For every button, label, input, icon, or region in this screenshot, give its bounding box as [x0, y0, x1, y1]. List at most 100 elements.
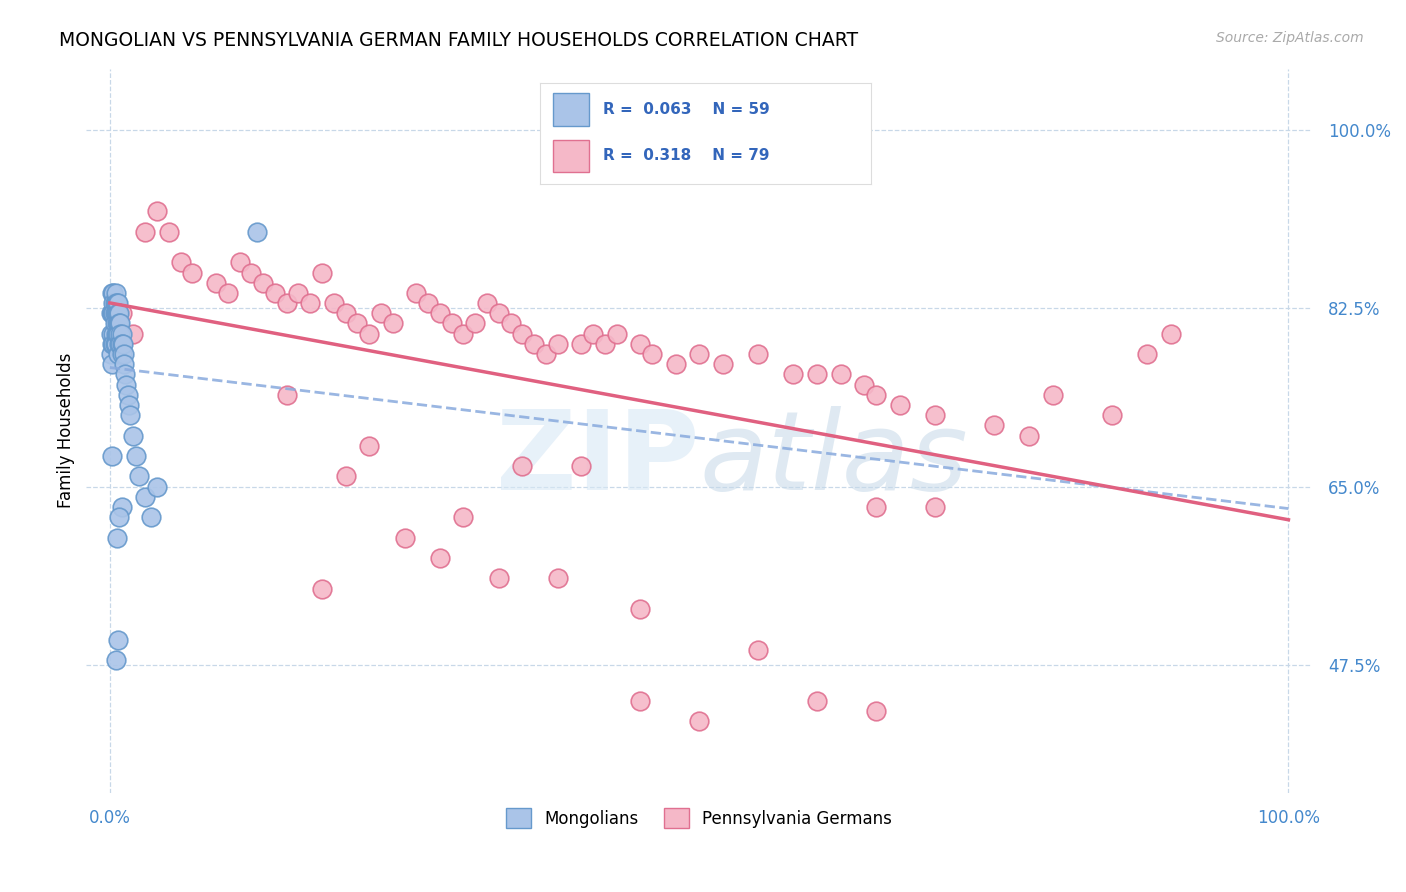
- Point: [488, 306, 510, 320]
- Point: [865, 704, 887, 718]
- Point: [499, 317, 522, 331]
- Point: [394, 531, 416, 545]
- Point: [606, 326, 628, 341]
- Point: [107, 306, 129, 320]
- Point: [111, 337, 134, 351]
- Point: [853, 377, 876, 392]
- Point: [103, 306, 125, 320]
- Point: [405, 285, 427, 300]
- Point: [453, 326, 475, 341]
- Point: [111, 500, 134, 514]
- Point: [359, 326, 381, 341]
- Point: [103, 306, 125, 320]
- Point: [122, 326, 145, 341]
- Point: [103, 285, 125, 300]
- Point: [276, 388, 298, 402]
- Point: [104, 285, 127, 300]
- Point: [924, 409, 946, 423]
- Point: [117, 388, 139, 402]
- Point: [104, 326, 127, 341]
- Point: [688, 714, 710, 729]
- Point: [782, 368, 804, 382]
- Point: [370, 306, 392, 320]
- Point: [346, 317, 368, 331]
- Point: [806, 368, 828, 382]
- Point: [100, 347, 122, 361]
- Point: [1042, 388, 1064, 402]
- Point: [665, 357, 688, 371]
- Point: [311, 582, 333, 596]
- Point: [523, 337, 546, 351]
- Point: [865, 500, 887, 514]
- Point: [246, 225, 269, 239]
- Point: [276, 296, 298, 310]
- Point: [114, 368, 136, 382]
- Point: [134, 225, 156, 239]
- Point: [125, 449, 148, 463]
- Point: [488, 572, 510, 586]
- Point: [582, 326, 605, 341]
- Point: [107, 296, 129, 310]
- Point: [103, 296, 125, 310]
- Point: [311, 265, 333, 279]
- Point: [108, 337, 131, 351]
- Point: [475, 296, 498, 310]
- Point: [547, 572, 569, 586]
- Point: [115, 377, 138, 392]
- Point: [105, 317, 128, 331]
- Point: [983, 418, 1005, 433]
- Point: [105, 306, 128, 320]
- Point: [103, 317, 125, 331]
- Point: [134, 490, 156, 504]
- Point: [103, 337, 125, 351]
- Point: [924, 500, 946, 514]
- Point: [569, 459, 592, 474]
- Point: [252, 276, 274, 290]
- Point: [108, 317, 131, 331]
- Point: [534, 347, 557, 361]
- Point: [139, 510, 162, 524]
- Point: [440, 317, 463, 331]
- Point: [240, 265, 263, 279]
- Point: [711, 357, 734, 371]
- Point: [107, 632, 129, 647]
- Point: [107, 317, 129, 331]
- Point: [593, 337, 616, 351]
- Point: [112, 357, 135, 371]
- Point: [381, 317, 404, 331]
- Point: [112, 347, 135, 361]
- Point: [628, 602, 651, 616]
- Point: [429, 306, 451, 320]
- Point: [322, 296, 344, 310]
- Point: [299, 296, 322, 310]
- Point: [205, 276, 228, 290]
- Point: [146, 204, 169, 219]
- Point: [747, 347, 769, 361]
- Point: [103, 296, 125, 310]
- Point: [110, 317, 132, 331]
- Point: [688, 347, 710, 361]
- Point: [104, 296, 127, 310]
- Point: [146, 480, 169, 494]
- Point: [111, 306, 134, 320]
- Point: [806, 694, 828, 708]
- Point: [569, 337, 592, 351]
- Point: [335, 306, 357, 320]
- Point: [181, 265, 204, 279]
- Point: [889, 398, 911, 412]
- Point: [865, 388, 887, 402]
- Point: [287, 285, 309, 300]
- Point: [104, 337, 127, 351]
- Point: [1101, 409, 1123, 423]
- Point: [103, 337, 125, 351]
- Point: [105, 531, 128, 545]
- Point: [111, 337, 134, 351]
- Point: [1136, 347, 1159, 361]
- Point: [118, 409, 141, 423]
- Point: [628, 694, 651, 708]
- Point: [169, 255, 191, 269]
- Point: [263, 285, 285, 300]
- Y-axis label: Family Households: Family Households: [58, 353, 75, 508]
- Point: [110, 326, 132, 341]
- Point: [641, 347, 664, 361]
